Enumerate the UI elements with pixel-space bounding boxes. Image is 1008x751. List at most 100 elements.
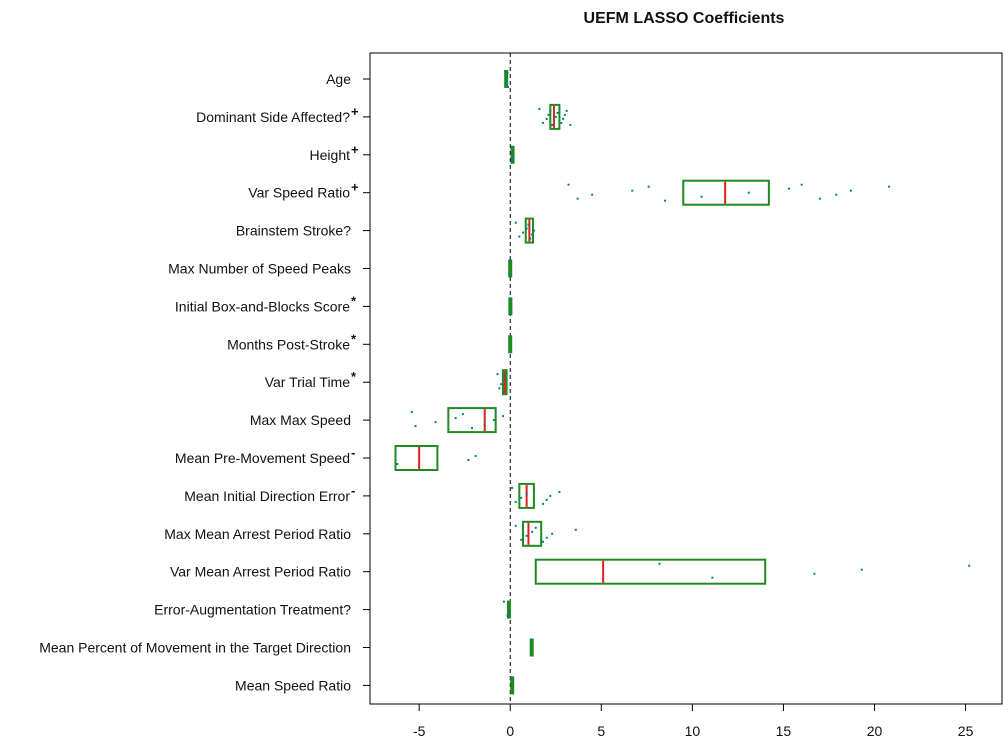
category-marker: * [351,331,357,346]
data-point [470,427,473,430]
data-point [520,496,523,499]
data-point [565,109,568,112]
x-tick-label: 10 [685,723,701,739]
data-point [496,373,499,376]
data-point [521,231,524,234]
data-point [434,421,437,424]
data-point [514,524,517,527]
data-point [529,237,532,240]
category-label: Error-Augmentation Treatment? [154,602,351,618]
category-label: Age [326,71,351,87]
data-point [504,84,507,86]
data-point [511,486,514,489]
data-point [787,187,790,190]
data-point [502,600,505,603]
category-marker: + [351,142,359,157]
data-point [813,572,816,575]
data-point [527,223,530,226]
category-marker: + [351,180,359,195]
data-point [504,70,507,72]
data-point [501,379,504,382]
data-point [506,614,509,617]
data-point [506,72,509,74]
data-point [860,568,863,571]
category-label: Mean Percent of Movement in the Target D… [39,640,351,656]
plot-frame [369,52,1003,705]
data-point [492,419,495,422]
data-point [542,121,545,124]
data-point [514,500,517,503]
data-point [700,195,703,198]
data-point [563,113,566,116]
data-point [511,676,514,679]
data-point [525,534,528,537]
box [534,558,767,585]
data-point [554,115,557,118]
category-label: Mean Pre-Movement Speed [175,450,350,466]
data-point [500,383,503,386]
data-point [542,502,545,505]
data-point [514,221,517,224]
data-point [414,425,417,428]
category-label: Brainstem Stroke? [236,223,351,239]
box [506,600,511,619]
data-point [545,117,548,120]
category-label: Months Post-Stroke [227,336,350,352]
data-point [511,159,514,162]
data-point [591,193,594,196]
data-point [664,199,667,202]
category-label: Max Max Speed [250,412,351,428]
data-point [508,259,511,262]
data-point [549,494,552,497]
category-label: Var Mean Arrest Period Ratio [170,564,351,580]
chart-title: UEFM LASSO Coefficients [584,10,785,27]
data-point [508,273,511,276]
data-point [508,335,511,338]
data-point [505,80,508,82]
data-point [509,311,512,314]
box [510,676,515,695]
data-point [818,197,821,200]
box [394,445,439,471]
data-point [800,183,803,186]
box [501,369,508,396]
data-point [569,123,572,126]
box [518,482,535,509]
x-tick-label: 25 [958,723,974,739]
data-point [410,411,413,414]
category-label: Max Number of Speed Peaks [168,261,351,277]
category-label: Var Speed Ratio [248,185,350,201]
data-point [520,538,523,541]
x-axis: -5 0 5 10 15 20 25 [413,704,974,739]
box-layer [394,70,770,695]
data-point [531,530,534,533]
data-point [511,155,514,158]
data-point [508,297,511,300]
category-label: Initial Box-and-Blocks Score [175,298,350,314]
category-label: Max Mean Arrest Period Ratio [164,526,351,542]
category-label: Mean Initial Direction Error [184,488,350,504]
data-point [518,235,521,238]
data-point [461,413,464,416]
data-point [525,492,528,495]
data-point [503,375,506,378]
data-point [551,123,554,126]
data-point [525,227,528,230]
data-point [396,463,399,465]
data-point [576,197,579,200]
data-point [558,490,561,493]
data-point [538,107,541,110]
data-point [849,189,852,192]
data-point [505,76,508,78]
category-marker: - [351,445,355,460]
data-point [574,528,577,531]
box [447,407,497,434]
data-point [552,119,555,122]
data-point [545,498,548,501]
data-point [454,417,457,420]
data-point [501,415,504,418]
category-label: Mean Speed Ratio [235,677,351,693]
data-point [508,610,511,613]
data-point [556,111,559,114]
